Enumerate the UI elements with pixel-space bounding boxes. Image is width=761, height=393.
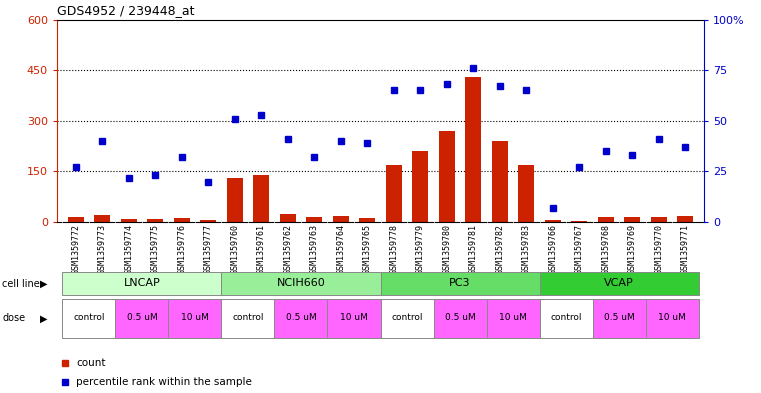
Bar <box>68 217 84 222</box>
Bar <box>645 299 699 338</box>
Text: cell line: cell line <box>2 279 40 289</box>
Bar <box>598 217 614 222</box>
Bar <box>221 272 380 296</box>
Text: GSM1359766: GSM1359766 <box>549 224 557 274</box>
Text: GSM1359770: GSM1359770 <box>654 224 664 274</box>
Bar <box>540 299 593 338</box>
Bar <box>380 299 434 338</box>
Text: GSM1359779: GSM1359779 <box>416 224 425 274</box>
Text: GDS4952 / 239448_at: GDS4952 / 239448_at <box>57 4 195 17</box>
Text: GSM1359773: GSM1359773 <box>97 224 107 274</box>
Bar <box>545 220 561 222</box>
Bar <box>359 218 375 222</box>
Text: GSM1359772: GSM1359772 <box>71 224 80 274</box>
Bar <box>593 299 645 338</box>
Text: GSM1359762: GSM1359762 <box>283 224 292 274</box>
Bar <box>572 221 587 222</box>
Text: 0.5 uM: 0.5 uM <box>126 313 158 322</box>
Text: GSM1359760: GSM1359760 <box>230 224 239 274</box>
Text: 0.5 uM: 0.5 uM <box>444 313 476 322</box>
Text: 10 uM: 10 uM <box>499 313 527 322</box>
Text: dose: dose <box>2 313 25 323</box>
Text: 10 uM: 10 uM <box>658 313 686 322</box>
Bar <box>465 77 481 222</box>
Bar <box>439 131 455 222</box>
Bar <box>651 217 667 222</box>
Bar <box>434 299 486 338</box>
Text: ▶: ▶ <box>40 279 47 289</box>
Text: GSM1359782: GSM1359782 <box>495 224 505 274</box>
Bar <box>227 178 243 222</box>
Text: GSM1359778: GSM1359778 <box>390 224 398 274</box>
Bar <box>306 217 322 222</box>
Text: GSM1359783: GSM1359783 <box>522 224 531 274</box>
Text: GSM1359761: GSM1359761 <box>256 224 266 274</box>
Bar <box>221 299 275 338</box>
Text: NCIH660: NCIH660 <box>276 278 326 288</box>
Text: GSM1359768: GSM1359768 <box>601 224 610 274</box>
Text: GSM1359764: GSM1359764 <box>336 224 345 274</box>
Text: GSM1359769: GSM1359769 <box>628 224 637 274</box>
Text: control: control <box>232 313 264 322</box>
Text: GSM1359771: GSM1359771 <box>681 224 690 274</box>
Bar <box>200 220 216 222</box>
Text: GSM1359781: GSM1359781 <box>469 224 478 274</box>
Bar <box>677 216 693 222</box>
Text: percentile rank within the sample: percentile rank within the sample <box>76 377 253 387</box>
Bar <box>168 299 221 338</box>
Bar <box>275 299 327 338</box>
Bar <box>121 219 137 222</box>
Bar <box>327 299 380 338</box>
Bar <box>540 272 699 296</box>
Text: GSM1359767: GSM1359767 <box>575 224 584 274</box>
Text: control: control <box>73 313 104 322</box>
Text: VCAP: VCAP <box>604 278 634 288</box>
Bar <box>280 214 296 222</box>
Text: GSM1359777: GSM1359777 <box>204 224 212 274</box>
Bar <box>386 165 402 222</box>
Text: GSM1359765: GSM1359765 <box>363 224 371 274</box>
Bar <box>624 217 640 222</box>
Bar <box>518 165 534 222</box>
Text: LNCAP: LNCAP <box>123 278 161 288</box>
Bar <box>492 141 508 222</box>
Bar <box>333 216 349 222</box>
Text: PC3: PC3 <box>449 278 471 288</box>
Text: 10 uM: 10 uM <box>340 313 368 322</box>
Text: ▶: ▶ <box>40 313 47 323</box>
Bar <box>253 175 269 222</box>
Text: count: count <box>76 358 106 367</box>
Bar <box>174 218 189 222</box>
Text: GSM1359774: GSM1359774 <box>124 224 133 274</box>
Text: GSM1359763: GSM1359763 <box>310 224 319 274</box>
Text: GSM1359775: GSM1359775 <box>151 224 160 274</box>
Text: 10 uM: 10 uM <box>181 313 209 322</box>
Bar <box>94 215 110 222</box>
Text: GSM1359776: GSM1359776 <box>177 224 186 274</box>
Text: control: control <box>391 313 423 322</box>
Bar <box>62 299 116 338</box>
Text: 0.5 uM: 0.5 uM <box>603 313 635 322</box>
Text: 0.5 uM: 0.5 uM <box>285 313 317 322</box>
Bar <box>486 299 540 338</box>
Bar <box>380 272 540 296</box>
Bar <box>412 151 428 222</box>
Bar <box>116 299 168 338</box>
Bar <box>147 219 163 222</box>
Text: GSM1359780: GSM1359780 <box>442 224 451 274</box>
Text: control: control <box>550 313 582 322</box>
Bar <box>62 272 221 296</box>
